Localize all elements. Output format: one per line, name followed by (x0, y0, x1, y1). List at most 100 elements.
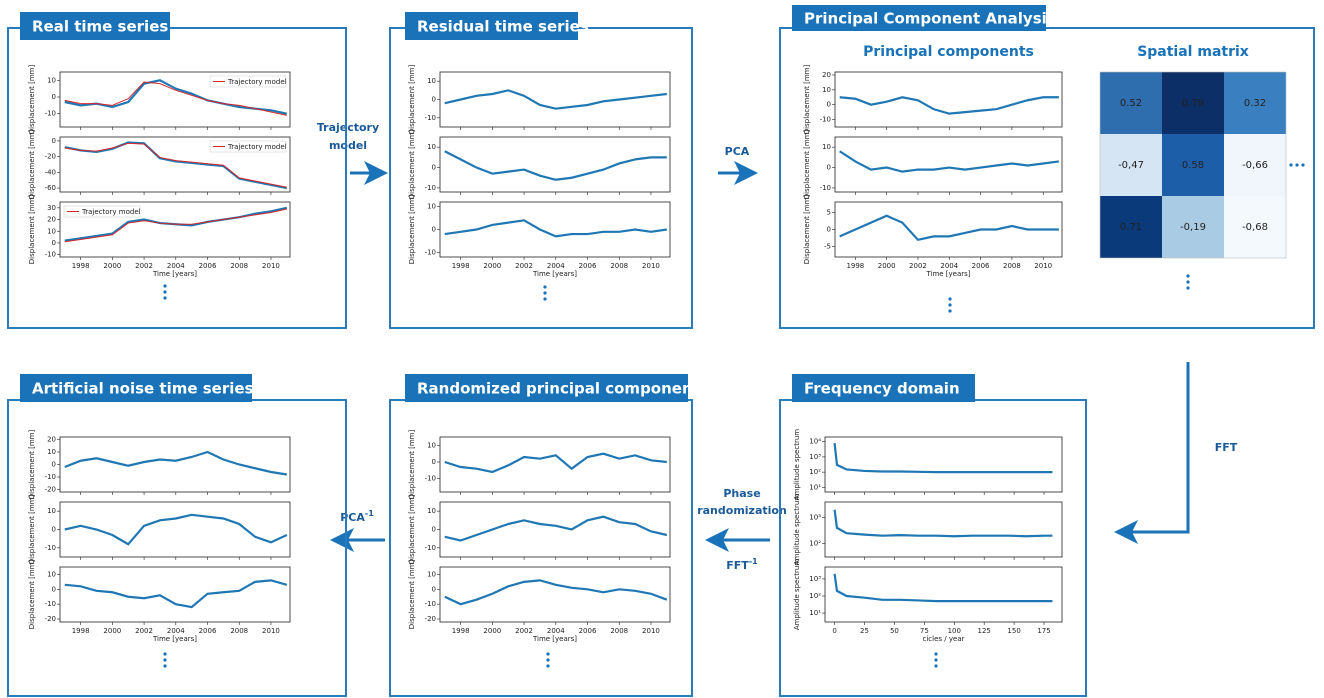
subtitle: Principal components (863, 44, 1034, 60)
arrow (1114, 362, 1190, 544)
plot-frame (439, 566, 671, 623)
matrix-cell (1100, 72, 1162, 134)
y-tick-label: -10 (820, 184, 831, 192)
x-tick-label: 25 (860, 627, 869, 635)
x-tick-label: 1998 (452, 627, 470, 635)
x-tick-label: 1998 (72, 262, 90, 270)
y-tick-label: 0 (52, 93, 56, 101)
x-tick-label: 2004 (547, 627, 565, 635)
plot-frame (824, 566, 1063, 623)
matrix-value: 0.32 (1244, 98, 1266, 109)
y-tick-label: -20 (45, 615, 56, 623)
x-axis-label: Time [years] (532, 270, 577, 278)
title-tab (405, 12, 578, 40)
y-axis-label: Displacement [mm] (408, 430, 416, 500)
y-tick-label: 10 (47, 76, 56, 84)
y-axis-label: Displacement [mm] (408, 195, 416, 265)
y-tick-label: 0 (52, 239, 56, 247)
matrix-title: Spatial matrix (1137, 44, 1249, 60)
x-axis-label: Time [years] (152, 635, 197, 643)
matrix-cell (1162, 72, 1224, 134)
series-line (64, 513, 288, 546)
y-tick-label: -10 (820, 116, 831, 124)
series-line (444, 515, 668, 542)
y-tick-label: 10 (427, 507, 436, 515)
x-tick-label: 2004 (167, 262, 185, 270)
y-tick-label: 10¹ (809, 483, 821, 491)
superscript: -1 (749, 557, 758, 566)
x-tick-label: 2000 (103, 262, 121, 270)
y-axis-label: Displacement [mm] (803, 195, 811, 265)
y-axis-label: Displacement [mm] (408, 130, 416, 200)
y-tick-label: 10 (47, 570, 56, 578)
y-tick-label: -10 (45, 600, 56, 608)
y-axis-label: Displacement [mm] (408, 495, 416, 565)
vertical-ellipsis (1186, 274, 1190, 290)
arrow-label: Trajectory (317, 121, 379, 134)
panel-frame (7, 27, 347, 329)
x-tick-label: 2010 (642, 627, 660, 635)
vertical-ellipsis (948, 297, 952, 313)
y-tick-label: 10 (427, 441, 436, 449)
series-line (839, 214, 1059, 242)
arrow-label: model (329, 139, 367, 152)
x-tick-label: 2010 (262, 262, 280, 270)
series-line (833, 573, 1053, 603)
arrow-label: PCA (725, 145, 750, 158)
x-tick-label: 2000 (483, 262, 501, 270)
x-tick-label: 2006 (199, 262, 217, 270)
y-tick-label: -20 (425, 615, 436, 623)
trajectory-line (64, 81, 287, 116)
y-tick-label: 0 (52, 137, 56, 145)
y-tick-label: 10³ (809, 453, 821, 461)
y-tick-label: 5 (827, 208, 831, 216)
x-tick-label: 150 (1007, 627, 1020, 635)
y-axis-label: Displacement [mm] (408, 560, 416, 630)
series-line (444, 452, 667, 474)
vertical-ellipsis (546, 652, 550, 668)
matrix-value: -0,66 (1242, 160, 1268, 171)
y-tick-label: 10 (822, 86, 831, 94)
legend-label: Trajectory model (227, 143, 287, 151)
plot-frame (59, 436, 291, 493)
y-tick-label: -10 (45, 110, 56, 118)
title-tab (792, 374, 975, 402)
x-tick-label: 2000 (483, 627, 501, 635)
x-tick-label: 2008 (230, 262, 248, 270)
panel-title: Randomized principal components (417, 380, 709, 398)
matrix-value: -0,19 (1180, 222, 1206, 233)
plot-frame (824, 436, 1063, 493)
x-tick-label: 2004 (547, 262, 565, 270)
arrow-label: Phase (723, 487, 760, 500)
trajectory-line (64, 142, 287, 188)
series-line (64, 450, 287, 476)
matrix-value: -0,47 (1118, 160, 1144, 171)
x-tick-label: 2006 (199, 627, 217, 635)
y-tick-label: 0 (432, 458, 436, 466)
y-tick-label: 10 (427, 77, 436, 85)
y-tick-label: 10 (47, 448, 56, 456)
x-tick-label: 75 (920, 627, 929, 635)
trajectory-line (64, 208, 287, 243)
matrix-cell (1100, 196, 1162, 258)
x-tick-label: 2002 (909, 262, 927, 270)
y-tick-label: -10 (425, 114, 436, 122)
y-tick-label: -10 (45, 544, 56, 552)
panel-title: Frequency domain (804, 380, 960, 398)
legend-label: Trajectory model (81, 208, 141, 216)
y-tick-label: -10 (425, 600, 436, 608)
x-axis-label: Time [years] (925, 270, 970, 278)
y-tick-label: 10 (427, 570, 436, 578)
y-tick-label: 10³ (809, 514, 821, 522)
x-tick-label: 2000 (103, 627, 121, 635)
y-axis-label: Displacement [mm] (803, 130, 811, 200)
matrix-cell (1162, 134, 1224, 196)
y-tick-label: -40 (45, 168, 56, 176)
series-line (444, 219, 667, 238)
title-tab (20, 12, 170, 40)
y-tick-label: 20 (47, 216, 56, 224)
y-tick-label: 10² (809, 592, 821, 600)
matrix-cell (1162, 196, 1224, 258)
y-axis-label: Displacement [mm] (28, 130, 36, 200)
y-tick-label: 0 (52, 526, 56, 534)
